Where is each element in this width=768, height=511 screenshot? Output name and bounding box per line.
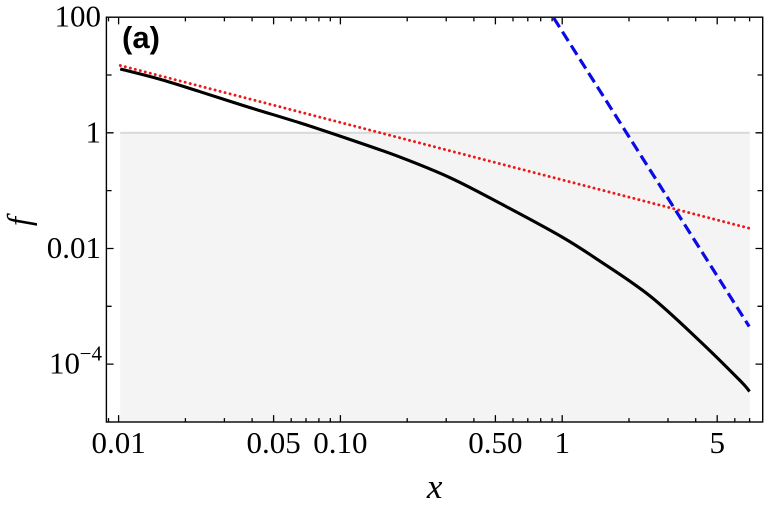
svg-text:0.10: 0.10 — [313, 425, 367, 460]
svg-text:0.05: 0.05 — [246, 425, 300, 460]
svg-text:(a): (a) — [122, 20, 160, 55]
svg-text:−4: −4 — [80, 341, 103, 365]
svg-text:1: 1 — [86, 114, 102, 149]
svg-text:0.01: 0.01 — [47, 230, 101, 265]
svg-text:10: 10 — [49, 346, 80, 381]
svg-text:100: 100 — [55, 0, 102, 34]
svg-text:0.01: 0.01 — [91, 425, 145, 460]
svg-text:f: f — [2, 213, 38, 226]
svg-text:1: 1 — [554, 425, 570, 460]
svg-text:0.50: 0.50 — [468, 425, 522, 460]
svg-text:5: 5 — [709, 425, 725, 460]
svg-text:x: x — [426, 467, 443, 506]
